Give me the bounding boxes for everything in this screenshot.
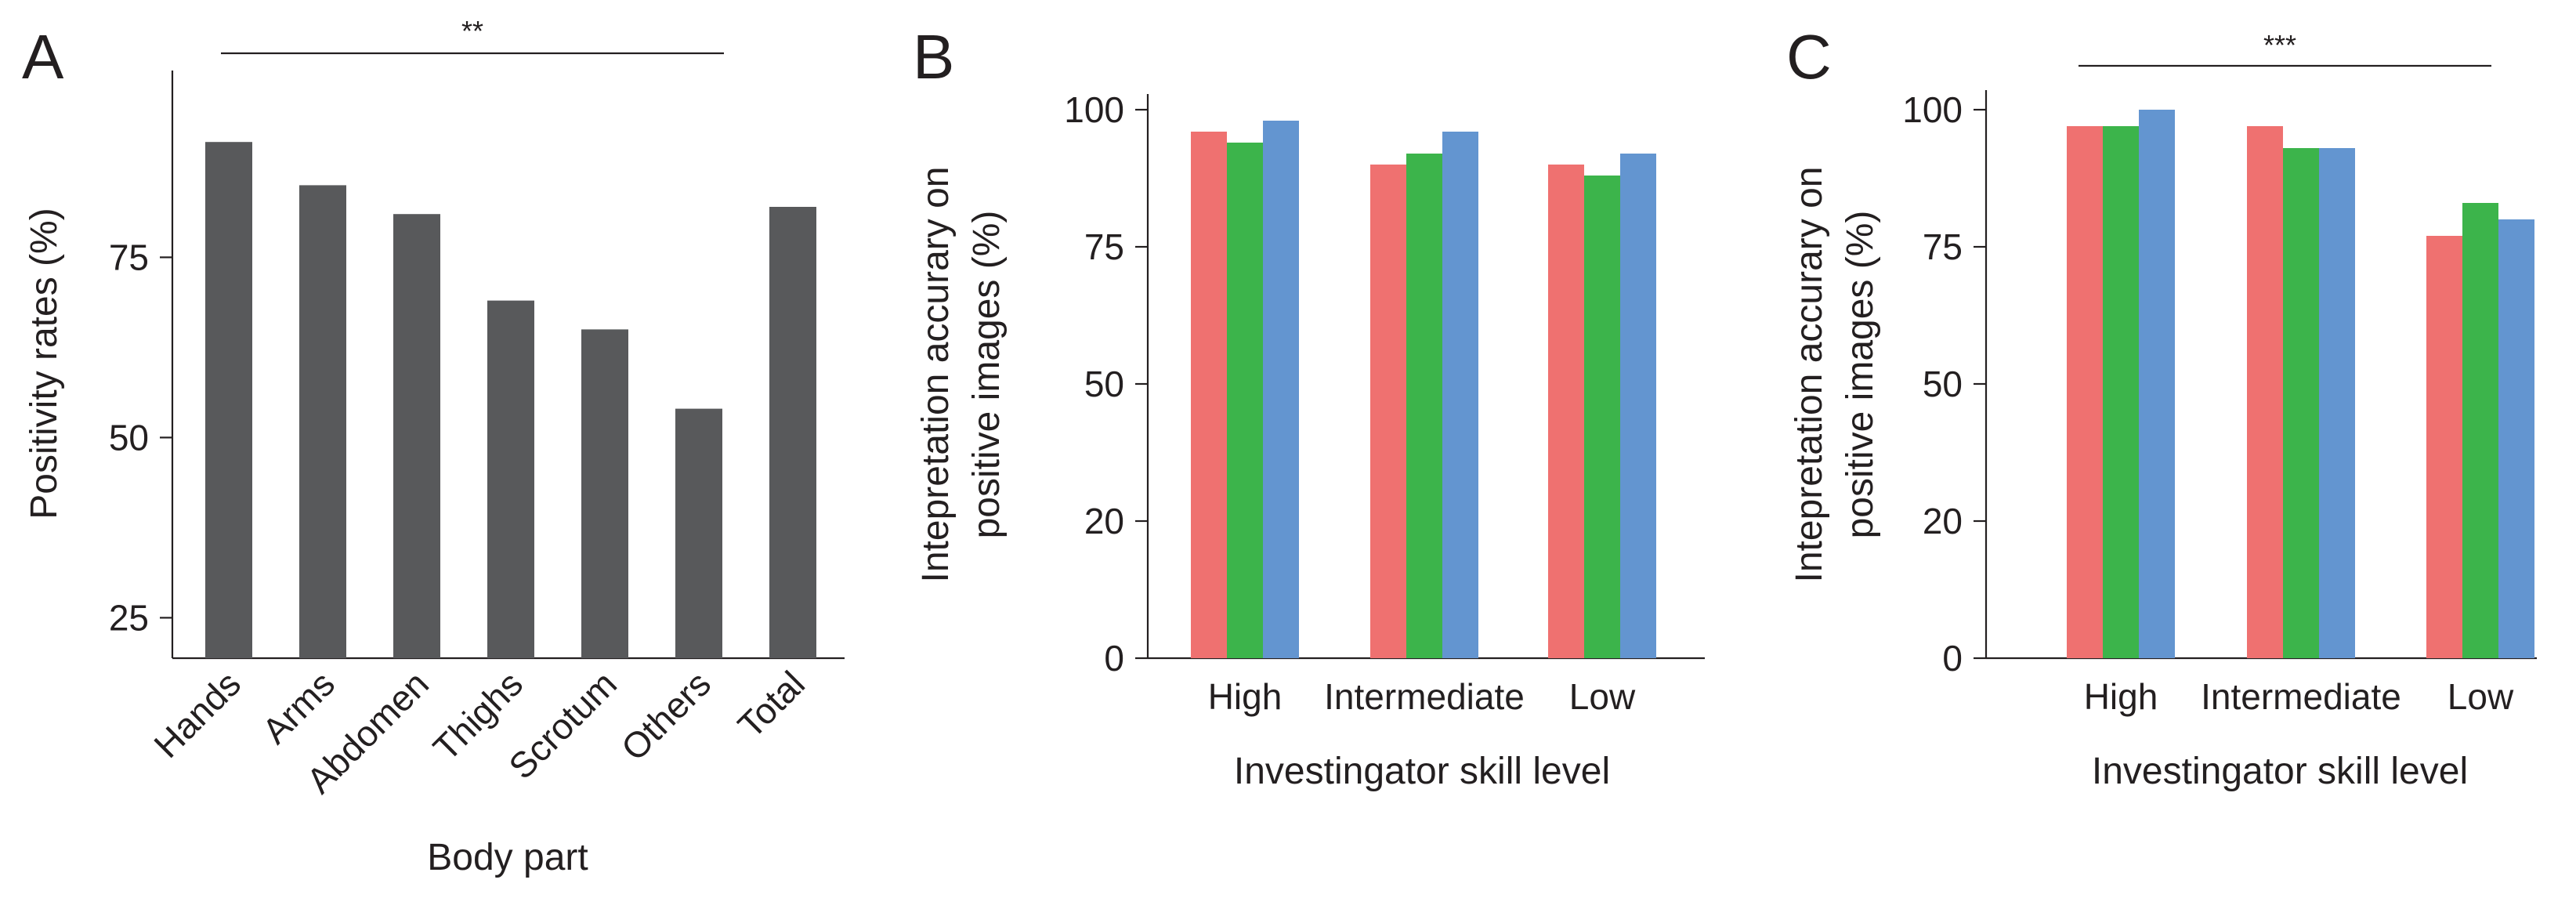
panel-b-y-tick-label: 0 — [1104, 638, 1124, 679]
panel-c-x-tick-label: Intermediate — [2201, 676, 2401, 717]
panel-a-y-tick-label: 50 — [109, 417, 149, 458]
panel-c-bar-low-series-1 — [2426, 236, 2462, 658]
panel-c-bar-high-series-2 — [2103, 126, 2139, 658]
panel-a-significance-label: ** — [461, 15, 483, 47]
panel-b-x-tick-labels: High Intermediate Low — [1208, 676, 1636, 717]
panel-b-bar-high-series-1 — [1191, 132, 1227, 658]
panel-b-bars — [1191, 121, 1656, 658]
panel-a-y-tick-label: 75 — [109, 237, 149, 277]
bar-abdomen — [393, 214, 440, 658]
panel-c-bar-intermediate-series-1 — [2247, 126, 2283, 658]
panel-b-y-axis-title-line-1: Intepretation accurary on — [915, 167, 957, 583]
panel-b-bar-intermediate-series-1 — [1370, 165, 1406, 658]
panel-b-letter: B — [913, 22, 954, 92]
panel-b-x-axis-title: Investingator skill level — [1234, 751, 1610, 792]
panel-c-y-tick-label: 20 — [1923, 501, 1963, 541]
panel-b-bar-low-series-3 — [1620, 154, 1656, 658]
panel-a-x-tick-label: Hands — [146, 663, 248, 766]
panel-b-y-tick-label: 20 — [1084, 501, 1124, 541]
panel-b-bar-intermediate-series-3 — [1442, 132, 1478, 658]
panel-b-bar-high-series-3 — [1263, 121, 1299, 658]
panel-c-bar-low-series-3 — [2498, 219, 2534, 658]
panel-b-x-tick-label: Intermediate — [1324, 676, 1525, 717]
bar-scrotum — [581, 329, 628, 658]
panel-c-bar-high-series-3 — [2139, 110, 2175, 658]
panel-c-bar-low-series-2 — [2462, 203, 2498, 658]
panel-b-y-tick-label: 75 — [1084, 226, 1124, 267]
panel-a-x-tick-label: Arms — [254, 663, 342, 751]
bar-total — [769, 207, 816, 658]
panel-b-bar-intermediate-series-2 — [1406, 154, 1442, 658]
panel-b-x-tick-label: Low — [1569, 676, 1636, 717]
bar-arms — [299, 185, 346, 658]
panel-b: B 0 20 50 75 100 High Intermediate Low Investi… — [913, 22, 1705, 792]
panel-c-y-tick-label: 50 — [1923, 364, 1963, 404]
panel-b-y-ticks: 0 20 50 75 100 — [1064, 89, 1148, 679]
panel-a-y-tick-label: 25 — [109, 597, 149, 638]
panel-c-bar-intermediate-series-3 — [2319, 148, 2355, 658]
panel-c-y-tick-label: 75 — [1923, 226, 1963, 267]
bar-thighs — [487, 300, 534, 658]
panel-a-bars — [205, 142, 816, 658]
panel-b-bar-low-series-2 — [1584, 176, 1620, 658]
bar-hands — [205, 142, 252, 658]
panel-b-x-tick-label: High — [1208, 676, 1283, 717]
panel-a-letter: A — [22, 22, 64, 92]
panel-c-x-axis-title: Investingator skill level — [2092, 751, 2468, 792]
panel-b-y-axis-title-line-2: positive images (%) — [966, 211, 1008, 539]
panel-c-y-axis-title-line-2: positive images (%) — [1840, 211, 1881, 539]
panel-c-significance-label: *** — [2263, 29, 2296, 61]
panel-c-y-ticks: 0 20 50 75 100 — [1902, 89, 1986, 679]
bar-others — [675, 408, 722, 658]
panel-a-x-tick-label: Total — [730, 663, 812, 745]
panel-a-x-axis-title: Body part — [427, 837, 588, 878]
panel-b-bar-low-series-1 — [1548, 165, 1584, 658]
panel-b-bar-high-series-2 — [1227, 143, 1263, 658]
panel-c-x-tick-labels: High Intermediate Low — [2084, 676, 2514, 717]
panel-c-y-axis-title-line-1: Intepretation accurary on — [1789, 167, 1830, 583]
panel-c-y-tick-label: 100 — [1902, 89, 1963, 130]
panel-b-y-tick-label: 50 — [1084, 364, 1124, 404]
panel-a: A 25 50 75 Hands ArmsAbdomenThighsScrotumOt… — [22, 15, 845, 878]
panel-c-bars — [2067, 110, 2534, 658]
panel-c-y-tick-label: 0 — [1942, 638, 1963, 679]
panel-a-y-axis-title: Positivity rates (%) — [24, 208, 65, 519]
panel-c-bar-high-series-1 — [2067, 126, 2103, 658]
panel-c-x-tick-label: High — [2084, 676, 2158, 717]
panel-c-bar-intermediate-series-2 — [2283, 148, 2319, 658]
panel-c: C 0 20 50 75 100 High Intermediate Low Investi… — [1786, 22, 2537, 792]
panel-c-x-tick-label: Low — [2448, 676, 2514, 717]
panel-a-y-ticks: 25 50 75 — [109, 237, 172, 638]
panel-a-x-tick-label: Others — [613, 663, 718, 768]
panel-c-letter: C — [1786, 22, 1832, 92]
panel-b-y-tick-label: 100 — [1064, 89, 1124, 130]
